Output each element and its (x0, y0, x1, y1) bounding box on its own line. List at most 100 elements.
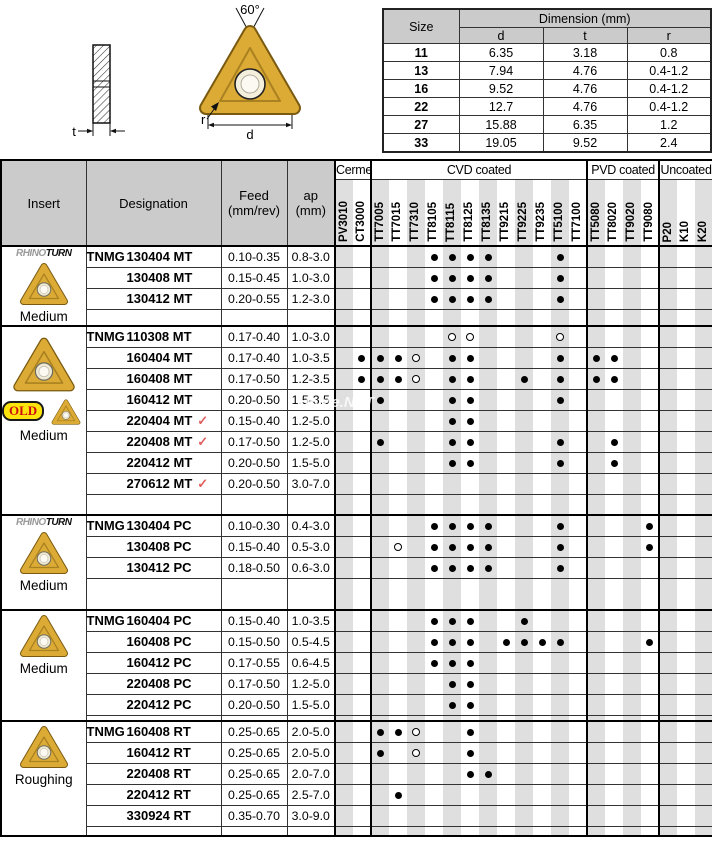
available-dot-icon (448, 375, 456, 383)
grade-cell (479, 630, 497, 653)
designation-name: 160412 PC (126, 655, 192, 670)
designation-cell: 160404 MT (85, 346, 222, 369)
grade-cell (533, 609, 551, 632)
grade-cell (605, 325, 624, 348)
ap-cell: 0.6-4.5 (286, 651, 336, 674)
grade-cell (370, 388, 389, 411)
grade-cell (353, 493, 371, 516)
ap-label-line1: ap (303, 188, 318, 203)
available-dot-icon (466, 396, 474, 404)
grade-cell (677, 609, 696, 632)
grade-cell (370, 245, 389, 268)
available-dot-icon (466, 459, 474, 467)
designation-row: 220412 PC 0.20-0.50 1.5-5.0 (1, 693, 712, 716)
feed-cell: 0.20-0.50 (220, 451, 288, 474)
designation-cell: TNMG 160408 RT (85, 720, 222, 743)
size-row: 22 12.7 4.76 0.4-1.2 (382, 97, 712, 116)
grade-cell (586, 672, 606, 695)
grade-cell (389, 825, 407, 837)
grade-cell (479, 472, 497, 495)
grade-cell (425, 472, 443, 495)
grade-cell (586, 451, 606, 474)
available-dot-icon (610, 375, 618, 383)
grade-cell (497, 325, 515, 348)
grade-cell (533, 783, 551, 806)
empty-cell (286, 308, 336, 327)
grade-cell (623, 741, 642, 764)
designation-cell: 220404 MT ✓ (85, 409, 222, 432)
grade-cell (605, 430, 624, 453)
grade-cell (389, 266, 407, 289)
old-insert-row: OLD (2, 396, 86, 426)
grade-cell (389, 472, 407, 495)
grade-cell (569, 472, 588, 495)
designation-row: 130412 PC 0.18-0.50 0.6-3.0 (1, 556, 712, 579)
grade-cell (569, 287, 588, 310)
grade-cell (425, 266, 443, 289)
grade-cell (425, 651, 443, 674)
grade-cell (586, 762, 606, 785)
size-row: 11 6.35 3.18 0.8 (382, 43, 712, 62)
grade-cell (479, 609, 497, 632)
side-view-drawing: t (72, 44, 125, 139)
grade-cell (353, 325, 371, 348)
grade-cell (407, 609, 425, 632)
size-value: 27 (382, 115, 460, 134)
grade-cell (479, 287, 497, 310)
grade-cell (695, 308, 712, 327)
available-dot-icon (466, 638, 474, 646)
grade-cell (551, 577, 569, 611)
grade-cell (586, 535, 606, 558)
grade-cell (370, 804, 389, 827)
spacer-row (1, 825, 712, 837)
grade-cell (353, 346, 371, 369)
available-dot-icon (466, 522, 474, 530)
available-dot-icon (593, 375, 601, 383)
grade-cell (443, 672, 461, 695)
grade-cell (623, 630, 642, 653)
grade-cell (334, 430, 353, 453)
grade-cell (370, 430, 389, 453)
designation-cell: 220408 RT (85, 762, 222, 785)
grade-cell (407, 367, 425, 390)
grade-cell (677, 430, 696, 453)
size-value: 13 (382, 61, 460, 80)
ap-cell: 1.2-5.0 (286, 409, 336, 432)
limited-circle-icon (394, 543, 402, 552)
size-value: 11 (382, 43, 460, 62)
grade-cell (641, 720, 660, 743)
grade-cell (389, 430, 407, 453)
grade-cell (533, 430, 551, 453)
grade-cell (407, 630, 425, 653)
dimension-value: 9.52 (458, 79, 544, 98)
grade-cell (515, 535, 533, 558)
grade-cell (443, 630, 461, 653)
designation-cell: 160412 MT (85, 388, 222, 411)
grade-cell (370, 762, 389, 785)
grade-cell (479, 825, 497, 837)
grade-cell (461, 388, 479, 411)
insert-type-label: Medium (19, 428, 68, 443)
grade-cell (370, 825, 389, 837)
grade-cell (443, 367, 461, 390)
grade-cell (461, 535, 479, 558)
grade-cell (551, 672, 569, 695)
available-dot-icon (394, 354, 402, 362)
grade-cell (461, 672, 479, 695)
available-dot-icon (556, 274, 564, 282)
grade-cell (695, 804, 712, 827)
grade-cell (443, 556, 461, 579)
grade-cell (623, 346, 642, 369)
grade-header: TT9020 (623, 179, 642, 247)
designation-name: 160404 PC (126, 613, 192, 629)
feed-cell: 0.20-0.50 (220, 472, 288, 495)
grade-cell (658, 409, 678, 432)
grade-cell (623, 388, 642, 411)
grade-cell (605, 741, 624, 764)
grade-cell (334, 651, 353, 674)
grade-cell (370, 409, 389, 432)
grade-cell (695, 287, 712, 310)
grade-cell (479, 720, 497, 743)
grade-cell (677, 451, 696, 474)
grade-cell (586, 430, 606, 453)
